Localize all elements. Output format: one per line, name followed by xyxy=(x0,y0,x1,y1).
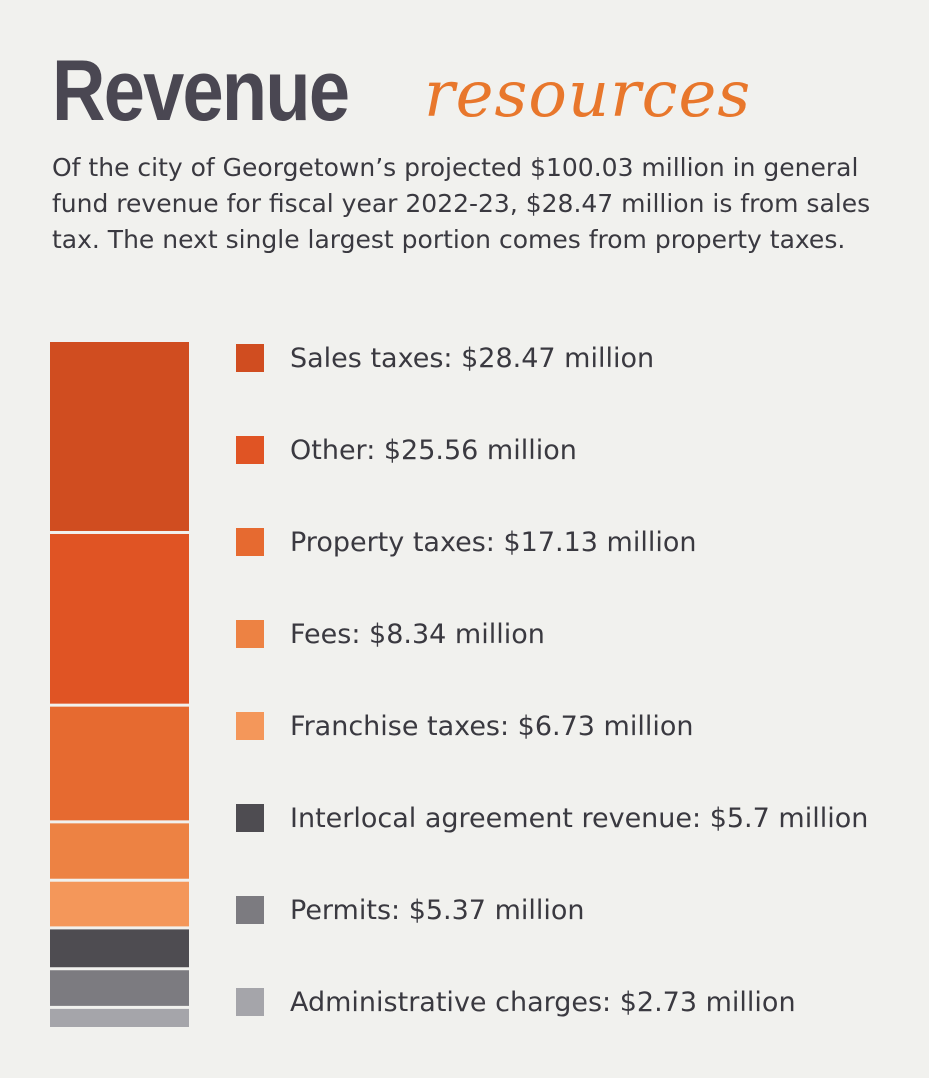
intro-text: Of the city of Georgetown’s projected $1… xyxy=(52,153,871,254)
legend-item: Permits: $5.37 million xyxy=(236,890,585,930)
title-script: resources xyxy=(424,58,752,132)
legend-label: Property taxes: $17.13 million xyxy=(290,526,697,558)
legend-label: Sales taxes: $28.47 million xyxy=(290,342,655,374)
bar-segment-3 xyxy=(50,706,189,821)
legend-item: Administrative charges: $2.73 million xyxy=(236,982,796,1022)
legend-item: Interlocal agreement revenue: $5.7 milli… xyxy=(236,798,868,838)
title-main: Revenue xyxy=(52,43,350,139)
legend-swatch xyxy=(236,528,264,556)
legend-swatch xyxy=(236,988,264,1016)
title-row: Revenue resources xyxy=(52,36,912,146)
legend-label: Administrative charges: $2.73 million xyxy=(290,986,796,1018)
legend-label: Other: $25.56 million xyxy=(290,434,577,466)
bar-segment-4 xyxy=(50,823,189,879)
bar-segment-5 xyxy=(50,881,189,927)
legend-swatch xyxy=(236,436,264,464)
legend-swatch xyxy=(236,712,264,740)
legend-swatch xyxy=(236,804,264,832)
chart-legend: Sales taxes: $28.47 million Other: $25.56… xyxy=(236,0,916,1078)
legend-item: Franchise taxes: $6.73 million xyxy=(236,706,694,746)
legend-label: Franchise taxes: $6.73 million xyxy=(290,710,694,742)
bar-segment-6 xyxy=(50,929,189,968)
legend-label: Interlocal agreement revenue: $5.7 milli… xyxy=(290,802,869,834)
legend-item: Sales taxes: $28.47 million xyxy=(236,338,654,378)
legend-swatch xyxy=(236,896,264,924)
bar-segment-2 xyxy=(50,533,189,704)
bar-segment-8 xyxy=(50,1008,189,1027)
legend-item: Property taxes: $17.13 million xyxy=(236,522,696,562)
legend-item: Other: $25.56 million xyxy=(236,430,577,470)
bar-segment-7 xyxy=(50,970,189,1006)
legend-swatch xyxy=(236,620,264,648)
bar-segment-1 xyxy=(50,342,189,531)
legend-label: Fees: $8.34 million xyxy=(290,618,545,650)
legend-label: Permits: $5.37 million xyxy=(290,894,585,926)
legend-swatch xyxy=(236,344,264,372)
legend-item: Fees: $8.34 million xyxy=(236,614,545,654)
